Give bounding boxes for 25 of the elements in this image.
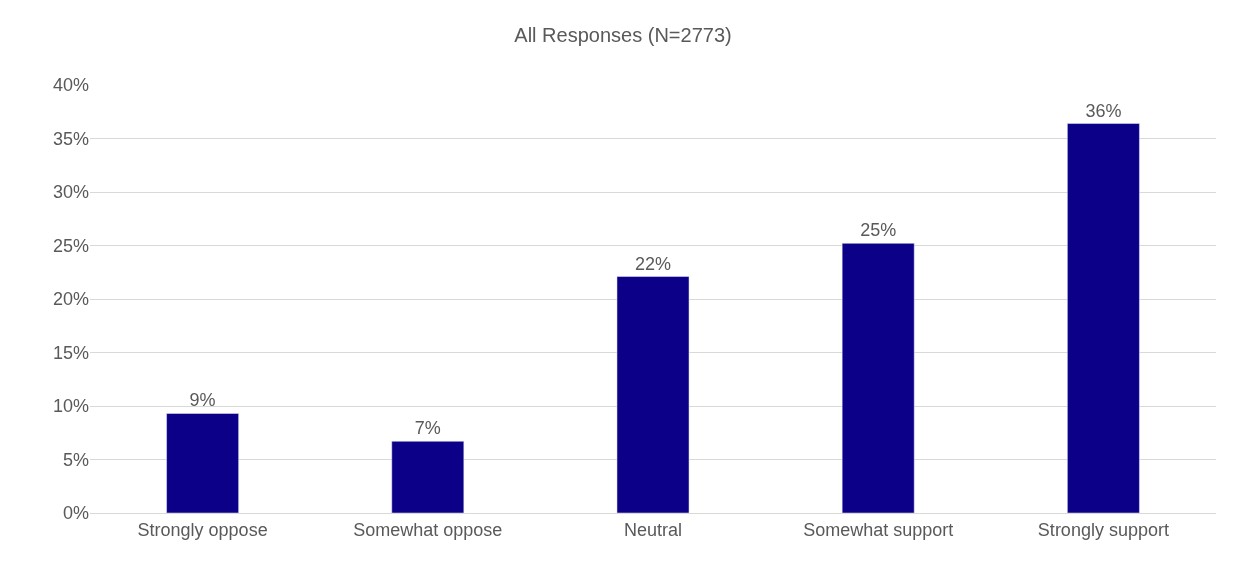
y-tick-label: 20%: [52, 289, 89, 310]
y-tick-label: 25%: [52, 235, 89, 256]
bar: [391, 441, 465, 513]
y-tick-label: 30%: [52, 182, 89, 203]
y-tick-label: 5%: [62, 449, 89, 470]
data-label: 7%: [414, 418, 441, 439]
x-tick-label: Neutral: [623, 519, 683, 540]
bar: [841, 243, 915, 513]
x-tick-label: Strongly support: [1037, 519, 1169, 540]
x-tick-label: Somewhat oppose: [353, 519, 503, 540]
data-label: 9%: [189, 390, 216, 411]
x-tick-label: Somewhat support: [803, 519, 954, 540]
y-tick-label: 0%: [62, 503, 89, 524]
bar: [616, 276, 690, 513]
bar: [166, 413, 239, 513]
y-tick-label: 35%: [52, 128, 89, 149]
data-label: 22%: [634, 253, 672, 274]
y-tick-label: 15%: [52, 342, 89, 363]
data-label: 36%: [1085, 100, 1122, 121]
data-label: 25%: [860, 220, 897, 241]
y-tick-label: 40%: [52, 75, 89, 96]
bar: [1067, 123, 1140, 513]
x-tick-label: Strongly oppose: [137, 519, 268, 540]
chart-title: All Responses (N=2773): [514, 24, 732, 47]
y-tick-label: 10%: [52, 396, 89, 417]
